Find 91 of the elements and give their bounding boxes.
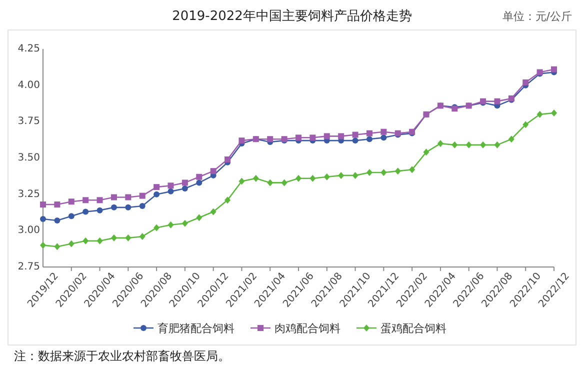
point [154,224,160,232]
point [238,138,245,144]
point [238,178,245,185]
point [96,207,103,214]
point [338,172,344,179]
y-tick-label: 4.00 [18,80,40,91]
point [125,194,132,200]
y-tick-label: 4.25 [18,44,40,54]
chart-title: 2019-2022年中国主要饲料产品价格走势 [172,8,412,24]
point [508,136,514,143]
point [154,191,160,198]
point [40,216,46,222]
point [82,237,89,244]
y-tick-label: 3.75 [18,116,40,128]
point [452,141,458,148]
point [352,172,358,179]
point [423,148,430,156]
point [551,66,557,72]
point [296,134,302,141]
point [281,179,288,186]
point [366,130,372,136]
point [352,132,358,138]
point [352,138,358,144]
point [68,198,74,205]
point [82,208,89,215]
point [380,134,387,141]
y-tick-label: 3.50 [18,152,40,164]
legend-label: 蛋鸡配合饲料 [380,322,446,335]
point [437,140,444,147]
point [366,169,372,176]
point [168,188,174,194]
point [54,243,60,250]
y-tick-label: 3.25 [18,188,40,200]
point [196,174,202,180]
point [139,232,146,240]
point [168,182,174,189]
point [338,133,344,140]
point [54,202,60,208]
point [82,197,89,204]
point [380,169,387,176]
point [480,141,486,148]
point [409,166,416,174]
y-tick-label: 2.75 [18,262,40,272]
point [110,204,117,210]
point [210,208,216,216]
point [536,110,543,118]
point [380,128,387,135]
point [310,134,316,141]
point [68,213,74,220]
point [68,240,74,248]
point [125,204,132,210]
point [40,242,46,249]
point [224,196,231,204]
point [252,174,259,182]
point [54,217,60,224]
point [494,141,500,148]
point [494,98,500,104]
point [182,186,188,192]
point [466,141,472,148]
point [154,184,160,190]
point [394,168,401,175]
point [96,237,103,244]
text: 单位：元/公斤 [502,10,572,23]
point [196,180,202,186]
point [96,197,103,204]
text: 注：数据来源于农业农村部畜牧兽医局。 [14,349,230,363]
point [196,214,202,222]
point [110,234,117,242]
legend-label: 育肥猪配合饲料 [158,322,234,335]
point [551,109,557,116]
point [139,192,146,199]
point [366,136,372,142]
point [182,220,188,227]
point [522,121,529,128]
point [324,133,330,140]
point [40,202,46,208]
point [210,168,216,174]
point [182,180,188,186]
point [125,234,132,242]
legend-label: 肉鸡配合饲料 [274,322,340,335]
point [267,136,274,142]
point [324,173,330,180]
point [522,79,529,86]
point [224,156,231,162]
point [267,179,274,186]
point [168,221,174,228]
point [139,202,146,209]
point [310,174,316,182]
point [296,174,302,182]
point [110,194,117,200]
y-tick-label: 3.00 [18,225,40,236]
